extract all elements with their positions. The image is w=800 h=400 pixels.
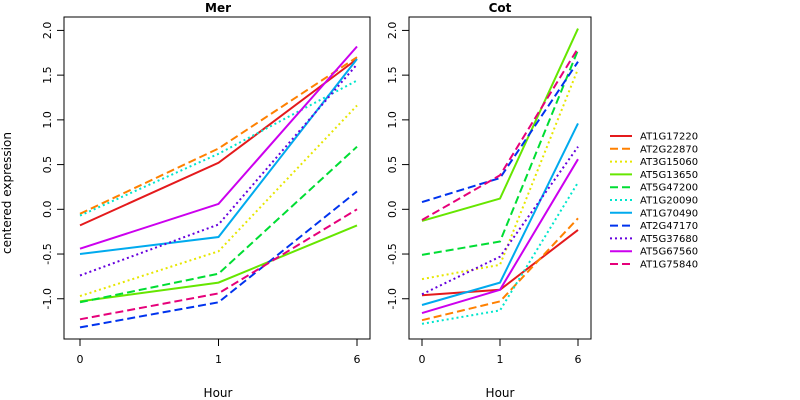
y-tick-label: 0.0 (386, 201, 399, 219)
series-lines (421, 28, 579, 325)
series-lines (79, 45, 358, 329)
x-tick-label: 0 (77, 353, 84, 366)
series-line-at5g47200 (79, 145, 358, 304)
legend-label: AT1G17220 (640, 132, 698, 143)
legend-label: AT1G20090 (640, 196, 698, 207)
y-tick-label: 1.5 (386, 66, 399, 84)
plot-frame (63, 16, 371, 340)
y-tick-label: -1.0 (386, 288, 399, 309)
series-line-at5g47200 (421, 49, 579, 256)
legend-label: AT2G22870 (640, 144, 698, 155)
y-tick-label: 1.0 (41, 111, 54, 129)
y-tick-label: 0.0 (41, 201, 54, 219)
series-line-at5g67560 (421, 158, 579, 315)
x-tick-label: 6 (575, 353, 582, 366)
series-line-at3g15060 (421, 68, 579, 281)
y-tick-label: 0.5 (386, 156, 399, 174)
series-line-at5g67560 (79, 45, 358, 250)
legend-label: AT1G70490 (640, 208, 698, 219)
y-tick-label: 0.5 (41, 156, 54, 174)
y-tick-label: 2.0 (41, 22, 54, 39)
series-line-at5g13650 (421, 28, 579, 222)
series-line-at2g47170 (421, 61, 579, 204)
x-tick-label: 0 (419, 353, 426, 366)
series-line-at5g13650 (79, 224, 358, 303)
series-line-at3g15060 (79, 104, 358, 298)
series-line-at1g20090 (421, 181, 579, 325)
x-axis-title: Hour (204, 386, 233, 400)
legend-label: AT5G37680 (640, 234, 698, 245)
panel-title: Cot (489, 1, 512, 15)
panel-mer: Mer 0 1 6 -1.0 -0.5 0.0 0.5 1.0 1.5 2.0 Hour (41, 1, 371, 400)
legend-label: AT5G47200 (640, 183, 698, 194)
axis-ticks: 0 1 6 -1.0 -0.5 0.0 0.5 1.0 1.5 2.0 (41, 22, 361, 366)
panel-title: Mer (205, 1, 231, 15)
series-line-at2g47170 (79, 190, 358, 329)
series-line-at2g22870 (421, 217, 579, 322)
legend-label: AT3G15060 (640, 157, 698, 168)
series-line-at1g20090 (79, 79, 358, 217)
y-tick-label: 1.5 (41, 66, 54, 84)
y-tick-label: -0.5 (41, 243, 54, 264)
series-line-at1g75840 (421, 47, 579, 221)
series-line-at1g17220 (79, 58, 358, 227)
y-axis-title: centered expression (0, 132, 14, 254)
y-tick-label: -1.0 (41, 288, 54, 309)
axis-ticks: 0 1 6 -1.0 -0.5 0.0 0.5 1.0 1.5 2.0 (386, 22, 582, 366)
legend-label: AT5G67560 (640, 247, 698, 258)
legend-label: AT1G75840 (640, 260, 698, 271)
y-tick-label: 2.0 (386, 22, 399, 39)
x-tick-label: 6 (354, 353, 361, 366)
y-tick-label: 1.0 (386, 111, 399, 129)
series-line-at5g37680 (79, 63, 358, 277)
series-line-at5g37680 (421, 146, 579, 296)
legend-label: AT5G13650 (640, 170, 698, 181)
legend-label: AT2G47170 (640, 221, 698, 232)
y-tick-label: -0.5 (386, 243, 399, 264)
x-tick-label: 1 (497, 353, 504, 366)
x-axis-title: Hour (486, 386, 515, 400)
series-line-at2g22870 (79, 56, 358, 215)
panel-cot: Cot 0 1 6 -1.0 -0.5 0.0 0.5 1.0 1.5 2.0 Hour (386, 1, 592, 400)
x-tick-label: 1 (215, 353, 222, 366)
series-line-at1g70490 (421, 122, 579, 306)
series-line-at1g70490 (79, 58, 358, 255)
